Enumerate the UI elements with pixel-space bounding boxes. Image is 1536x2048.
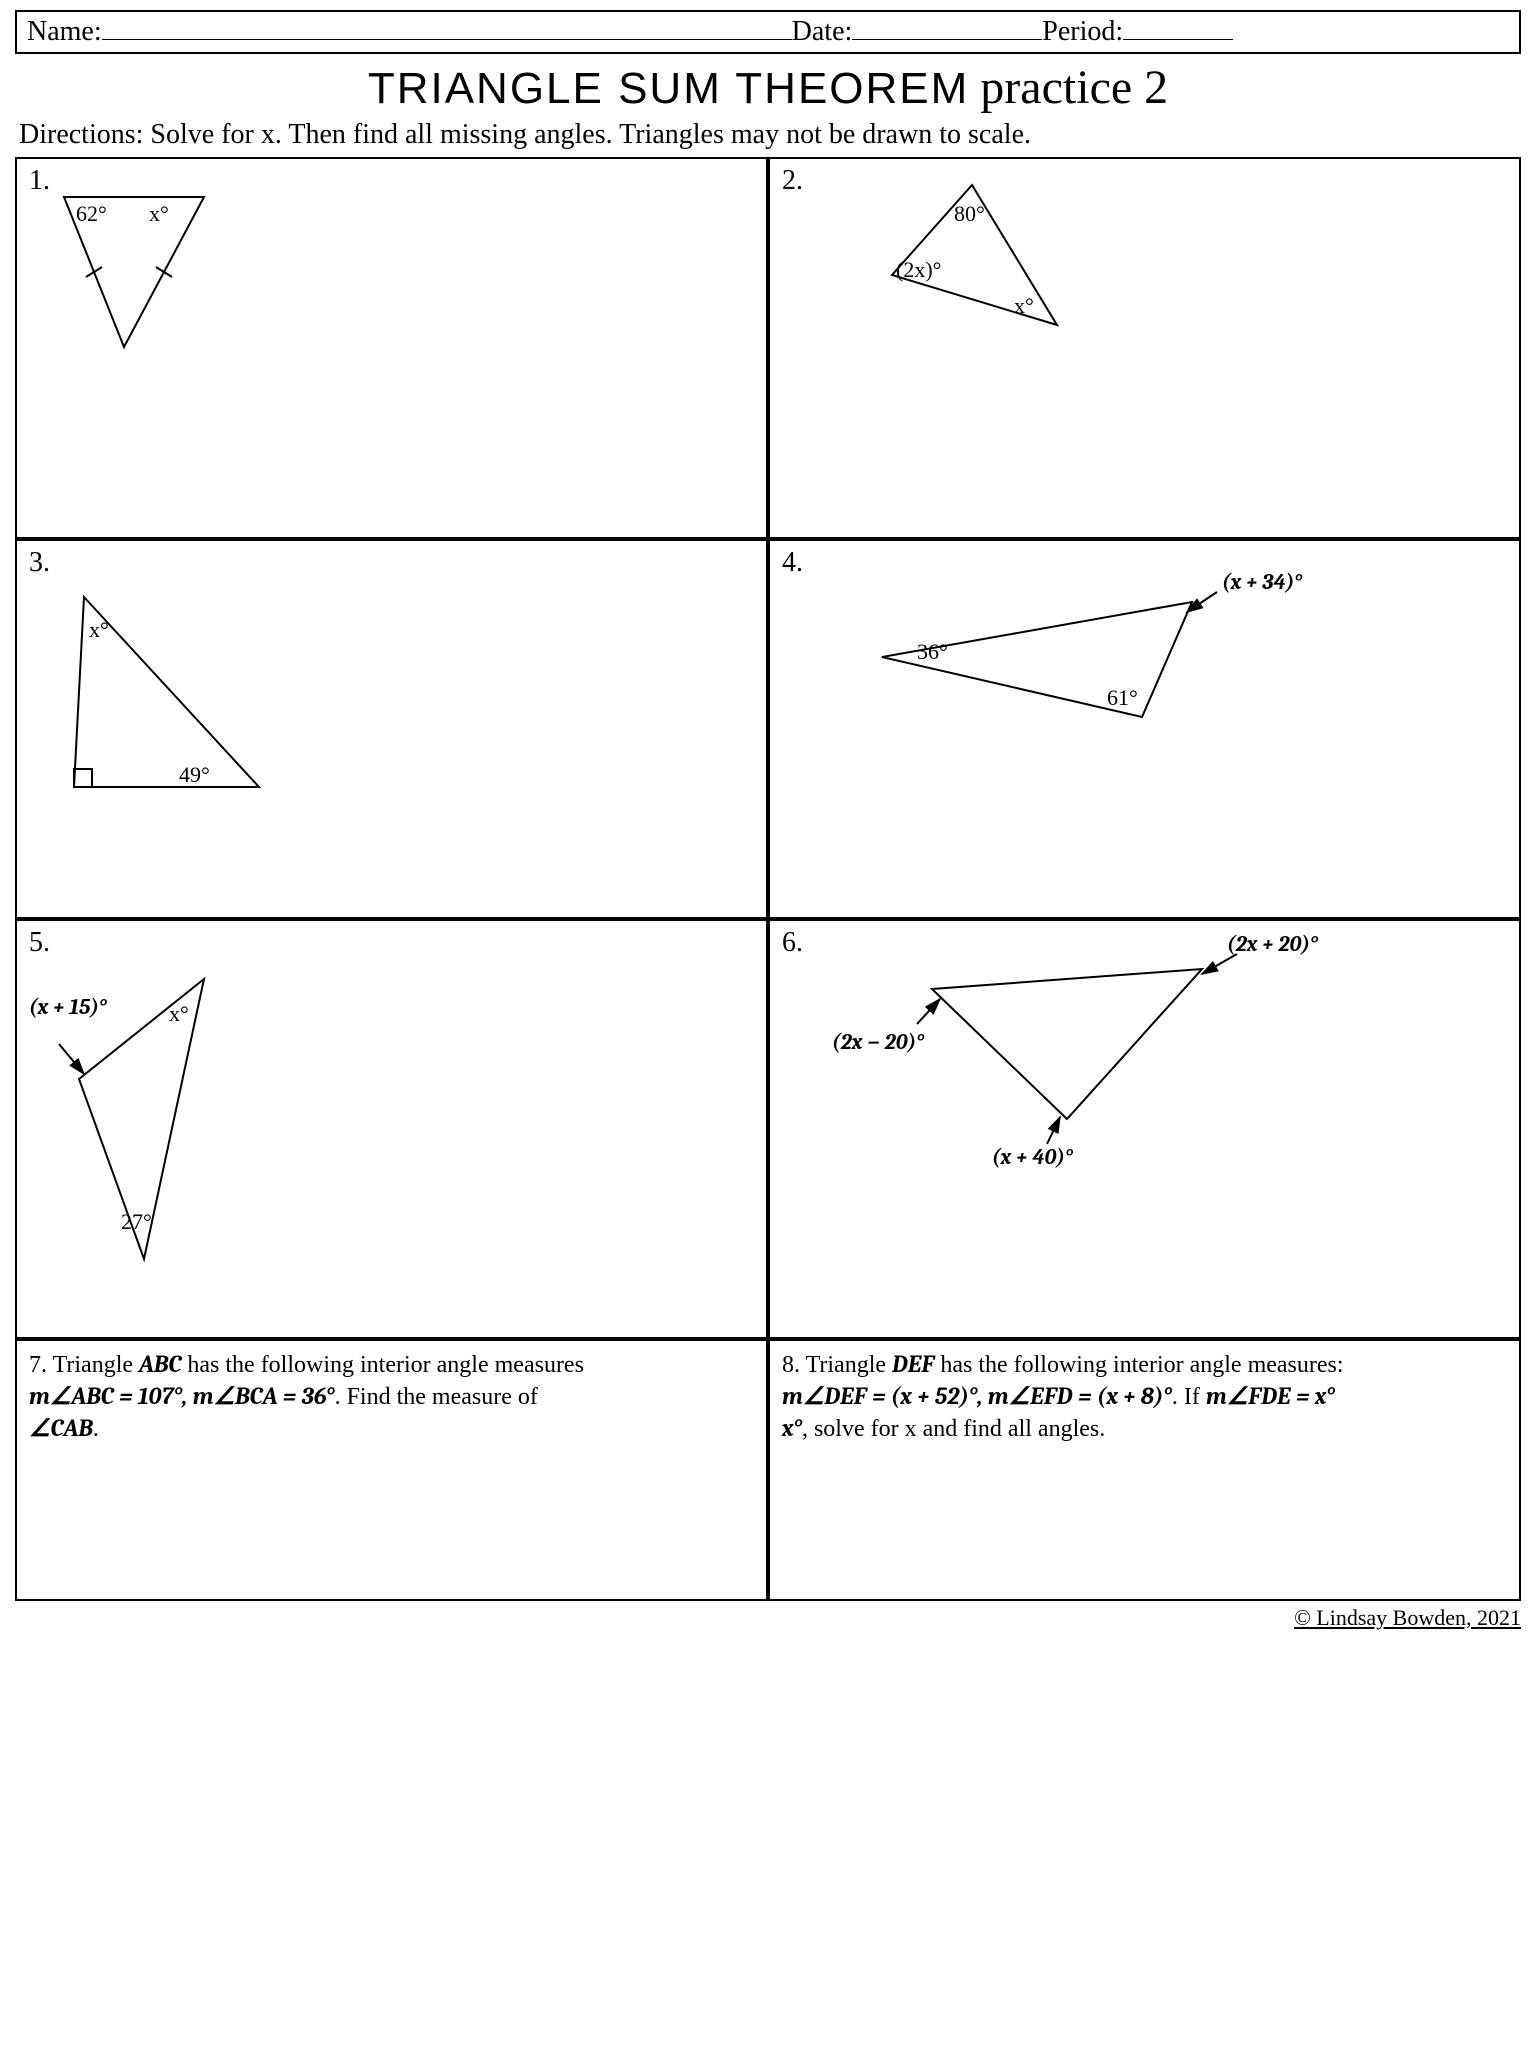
directions: Directions: Solve for x. Then find all m… [19,119,1517,151]
angle-label: (x + 40)° [992,1144,1073,1170]
page-title: TRIANGLE SUM THEOREM practice 2 [15,60,1521,115]
problem-number: 2. [782,165,803,197]
problem-7: 7. Triangle ABC has the following interi… [17,1339,768,1599]
angle-label: (x + 15)° [29,994,107,1020]
angle-label: 27° [121,1209,152,1234]
angle-label: 49° [179,762,210,787]
grid-row: 1. 62° x° 2. 80° (2x)° x° [17,159,1519,539]
angle-label: 80° [954,201,985,226]
name-blank[interactable] [102,39,792,40]
angle-label: x° [169,1001,189,1026]
problem-3: 3. x° 49° [17,539,768,919]
name-label: Name: [27,16,102,48]
date-label: Date: [792,16,853,48]
angle-label: 61° [1107,685,1138,710]
problem-4: 4. (x + 34)° 36° 61° [768,539,1519,919]
angle-label: 36° [917,639,948,664]
triangle-3: x° 49° [39,567,339,817]
angle-label: x° [149,201,169,226]
problem-8: 8. Triangle DEF has the following interi… [768,1339,1519,1599]
problem-number: 4. [782,547,803,579]
problem-number: 8. [782,1352,800,1378]
triangle-2: 80° (2x)° x° [842,175,1162,375]
problem-number: 6. [782,927,803,959]
angle-label: (2x − 20)° [832,1029,924,1055]
triangle-4: (x + 34)° 36° 61° [822,557,1362,777]
problem-6: 6. (2x + 20)° (2x − 20)° (x + 40)° [768,919,1519,1339]
problem-number: 7. [29,1352,47,1378]
date-blank[interactable] [852,39,1042,40]
title-main: TRIANGLE SUM THEOREM [368,64,969,113]
angle-label: (2x + 20)° [1227,931,1318,957]
header-box: Name: Date: Period: [15,10,1521,54]
triangle-6: (2x + 20)° (2x − 20)° (x + 40)° [832,929,1412,1209]
word-problem-text: 7. Triangle ABC has the following interi… [29,1349,754,1446]
angle-label: x° [89,617,109,642]
period-blank[interactable] [1123,39,1233,40]
period-label: Period: [1042,16,1123,48]
problem-1: 1. 62° x° [17,159,768,539]
triangle-1: 62° x° [44,177,304,377]
angle-label: (x + 34)° [1222,569,1302,595]
problem-number: 5. [29,927,50,959]
problem-grid: 1. 62° x° 2. 80° (2x)° x° 3. [15,157,1521,1601]
problem-2: 2. 80° (2x)° x° [768,159,1519,539]
title-sub: practice 2 [980,61,1168,114]
angle-label: 62° [76,201,107,226]
angle-label: (2x)° [896,257,941,282]
angle-label: x° [1014,293,1034,318]
problem-number: 1. [29,165,50,197]
grid-row: 7. Triangle ABC has the following interi… [17,1339,1519,1599]
copyright: © Lindsay Bowden, 2021 [15,1605,1521,1631]
triangle-5: (x + 15)° x° 27° [29,949,379,1309]
grid-row: 5. (x + 15)° x° 27° 6. (2x + 20)° (2x − … [17,919,1519,1339]
grid-row: 3. x° 49° 4. (x + 34)° 36° 61° [17,539,1519,919]
word-problem-text: 8. Triangle DEF has the following interi… [782,1349,1507,1446]
problem-number: 3. [29,547,50,579]
problem-5: 5. (x + 15)° x° 27° [17,919,768,1339]
